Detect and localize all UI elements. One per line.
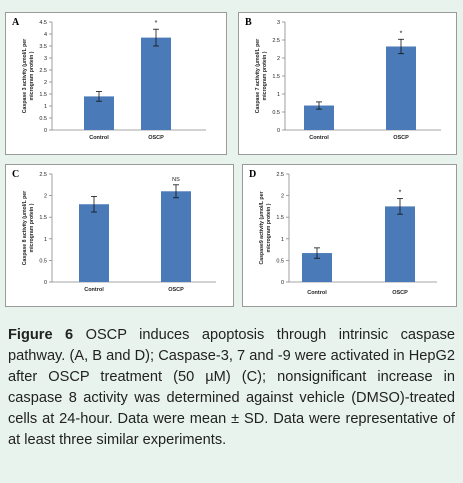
chart-svg-b: B 0 0.5 1 1.5 2 2.5 3 Caspase 7 activity (µmol/L… — [245, 17, 441, 141]
y-tick-label-d: 2.5 — [276, 172, 284, 178]
bar-b-1 — [386, 46, 416, 131]
y-axis-title-line2-a: microgram protein ) — [29, 51, 35, 100]
y-tick-label-c: 1.5 — [39, 215, 47, 221]
figure-caption: Figure 6 OSCP induces apoptosis through … — [8, 325, 455, 451]
figure-label: Figure 6 — [8, 327, 74, 343]
bar-c-0 — [79, 204, 109, 282]
y-tick-label-b: 2.5 — [272, 38, 280, 44]
y-tick-label-c: 2 — [44, 194, 47, 200]
category-label-d-0: Control — [307, 290, 327, 296]
caption-text: OSCP induces apoptosis through intrinsic… — [8, 327, 455, 448]
category-label-a-1: OSCP — [148, 135, 164, 141]
y-tick-label-b: 2 — [277, 56, 280, 62]
y-tick-label-c: 0.5 — [39, 258, 47, 264]
panel-label-b: B — [245, 17, 252, 28]
category-label-d-1: OSCP — [392, 290, 408, 296]
chart-panel-d: D 0 0.5 1 1.5 2 2.5 Caspase9 activity (µmol/L p… — [242, 164, 457, 307]
y-tick-label-b: 0.5 — [272, 110, 280, 116]
y-tick-label-d: 2 — [281, 194, 284, 200]
chart-panel-a: A 0 0.5 1 1.5 2 2.5 3 3.5 4 4.5 Caspase 3 activity … — [5, 12, 227, 155]
y-tick-label-a: 4.5 — [39, 20, 47, 26]
y-axis-title-b: Caspase 7 activity (µmol/L per — [255, 39, 261, 113]
y-axis-title-line2-d: microgram protein ) — [266, 203, 272, 252]
y-tick-label-c: 0 — [44, 280, 47, 286]
y-tick-label-a: 1.5 — [39, 92, 47, 98]
y-axis-title-c: Caspase 8 activity (µmol/L per — [22, 191, 28, 265]
y-axis-title-line2-b: microgram protein ) — [262, 51, 268, 100]
y-tick-label-d: 1 — [281, 237, 284, 243]
bar-b-0 — [304, 105, 334, 130]
panel-label-d: D — [249, 169, 256, 180]
significance-label-c-1: NS — [172, 177, 180, 183]
category-label-b-1: OSCP — [393, 135, 409, 141]
significance-label-b-1: * — [400, 30, 403, 37]
bar-d-1 — [385, 206, 415, 282]
panel-label-c: C — [12, 169, 19, 180]
category-label-a-0: Control — [89, 135, 109, 141]
y-tick-label-c: 1 — [44, 237, 47, 243]
category-label-c-1: OSCP — [168, 287, 184, 293]
chart-panel-b: B 0 0.5 1 1.5 2 2.5 3 Caspase 7 activity (µmol/L… — [238, 12, 457, 155]
y-tick-label-a: 3.5 — [39, 44, 47, 50]
y-tick-label-a: 2.5 — [39, 68, 47, 74]
y-tick-label-a: 3 — [44, 56, 47, 62]
bar-a-1 — [141, 37, 171, 130]
category-label-b-0: Control — [309, 135, 329, 141]
y-tick-label-b: 0 — [277, 128, 280, 134]
chart-svg-a: A 0 0.5 1 1.5 2 2.5 3 3.5 4 4.5 Caspase 3 activity … — [12, 17, 206, 141]
significance-label-d-1: * — [399, 190, 402, 197]
y-axis-title-d: Caspase9 activity (µmol/L per — [259, 192, 265, 265]
y-tick-label-a: 0 — [44, 128, 47, 134]
chart-svg-c: C 0 0.5 1 1.5 2 2.5 Caspase 8 activity (µmol/L … — [12, 169, 216, 293]
chart-panel-c: C 0 0.5 1 1.5 2 2.5 Caspase 8 activity (µmol/L … — [5, 164, 234, 307]
y-tick-label-b: 3 — [277, 20, 280, 26]
y-tick-label-b: 1.5 — [272, 74, 280, 80]
y-tick-label-a: 4 — [44, 32, 47, 38]
bar-c-1 — [161, 191, 191, 282]
y-axis-title-line2-c: microgram protein ) — [29, 203, 35, 252]
y-tick-label-d: 0 — [281, 280, 284, 286]
y-axis-title-a: Caspase 3 activity (µmol/L per — [22, 39, 28, 113]
y-tick-label-d: 1.5 — [276, 215, 284, 221]
y-tick-label-c: 2.5 — [39, 172, 47, 178]
category-label-c-0: Control — [84, 287, 104, 293]
y-tick-label-a: 0.5 — [39, 116, 47, 122]
significance-label-a-1: * — [155, 20, 158, 27]
bar-a-0 — [84, 96, 114, 130]
y-tick-label-a: 1 — [44, 104, 47, 110]
y-tick-label-d: 0.5 — [276, 258, 284, 264]
y-tick-label-a: 2 — [44, 80, 47, 86]
y-tick-label-b: 1 — [277, 92, 280, 98]
chart-svg-d: D 0 0.5 1 1.5 2 2.5 Caspase9 activity (µmol/L p… — [249, 169, 437, 296]
panel-label-a: A — [12, 17, 20, 28]
